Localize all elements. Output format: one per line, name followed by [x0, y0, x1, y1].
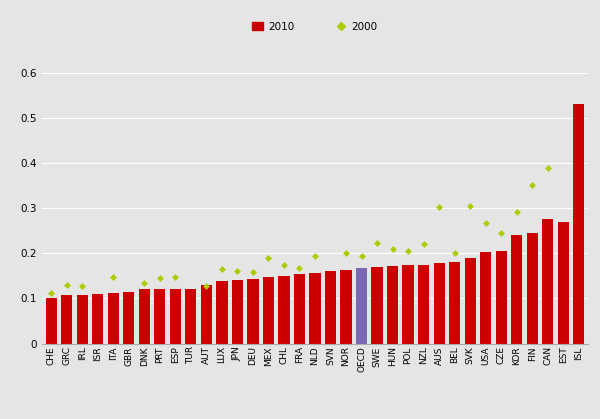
Bar — [310, 273, 320, 344]
Bar — [217, 281, 227, 344]
Bar — [403, 265, 413, 344]
Bar — [557, 222, 569, 344]
Bar — [356, 268, 367, 344]
Bar — [263, 277, 274, 344]
Bar — [61, 295, 73, 344]
Bar — [464, 258, 476, 344]
Bar — [154, 290, 166, 344]
Bar — [92, 294, 103, 344]
Bar — [434, 263, 445, 344]
Bar — [449, 262, 460, 344]
Bar — [123, 292, 134, 344]
Bar — [511, 235, 522, 344]
Bar — [480, 252, 491, 344]
Bar — [418, 265, 429, 344]
Bar — [201, 285, 212, 344]
Bar — [185, 289, 196, 344]
Bar — [527, 233, 538, 344]
Bar — [46, 298, 57, 344]
Bar — [108, 292, 119, 344]
Bar — [387, 266, 398, 344]
Bar — [573, 104, 584, 344]
Bar — [325, 272, 336, 344]
Bar — [247, 279, 259, 344]
Bar — [542, 220, 553, 344]
Bar — [278, 276, 290, 344]
Bar — [232, 280, 243, 344]
Bar — [496, 251, 507, 344]
Bar — [77, 295, 88, 344]
Bar — [340, 270, 352, 344]
Bar — [294, 274, 305, 344]
Legend: 2010, 2000: 2010, 2000 — [248, 17, 382, 36]
Bar — [170, 289, 181, 344]
Bar — [139, 290, 150, 344]
Bar — [371, 267, 383, 344]
